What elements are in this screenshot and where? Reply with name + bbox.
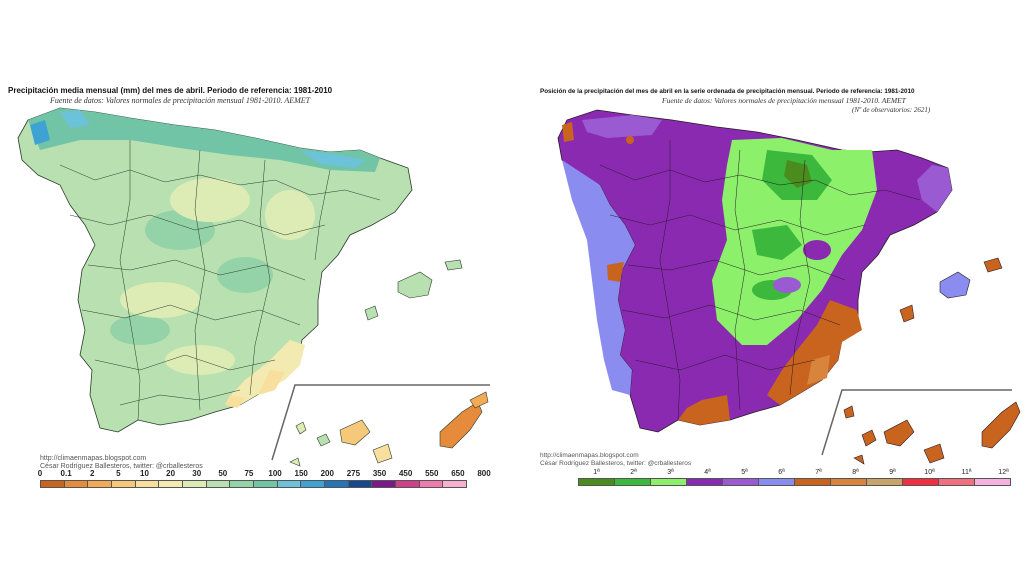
left-legend-swatch bbox=[110, 480, 136, 488]
left-legend-tick: 0 bbox=[37, 469, 43, 478]
left-map-title: Precipitación media mensual (mm) del mes… bbox=[8, 86, 333, 95]
right-observatories: (Nº de observatorios: 2621) bbox=[852, 106, 931, 114]
right-data-source: Fuente de datos: Valores normales de pre… bbox=[662, 96, 906, 105]
left-legend-swatch bbox=[205, 480, 231, 488]
left-legend-tick: 10 bbox=[140, 469, 149, 478]
left-legend-tick: 275 bbox=[346, 469, 361, 478]
canary-islands bbox=[843, 401, 1021, 465]
left-map-panel: Precipitación media mensual (mm) del mes… bbox=[8, 86, 491, 488]
right-legend-swatch bbox=[649, 478, 687, 486]
right-credit-author: César Rodríguez Ballesteros, twitter: @c… bbox=[540, 460, 692, 467]
right-legend-ticks: 1ª 2ª 3ª 4ª 5ª 6ª 7ª 8ª 9ª 10ª 11ª 12ª bbox=[578, 469, 1022, 481]
left-legend-tick: 30 bbox=[192, 469, 202, 478]
right-legend-swatch bbox=[901, 478, 939, 486]
left-legend-tick: 0.1 bbox=[60, 469, 72, 478]
left-legend-tick: 800 bbox=[477, 469, 491, 478]
left-legend-swatch bbox=[323, 480, 349, 488]
left-legend-tick: 450 bbox=[398, 469, 413, 478]
left-legend-tick: 5 bbox=[116, 469, 121, 478]
left-legend-swatch bbox=[300, 480, 325, 488]
right-legend-swatch bbox=[721, 478, 759, 486]
right-map-title: Posición de la precipitación del mes de … bbox=[540, 88, 915, 95]
right-legend-swatch bbox=[578, 478, 615, 486]
left-legend-swatch bbox=[442, 480, 467, 488]
right-legend-tick: 2ª bbox=[630, 469, 637, 476]
balearic-islands bbox=[939, 271, 971, 299]
right-legend-swatch bbox=[973, 478, 1011, 486]
balearic-islands bbox=[397, 271, 433, 299]
right-legend-tick: 10ª bbox=[924, 469, 935, 476]
left-legend-tick: 350 bbox=[372, 469, 387, 478]
right-legend-tick: 9ª bbox=[889, 469, 896, 476]
left-legend-bar bbox=[40, 480, 484, 488]
left-legend-swatch bbox=[40, 480, 65, 488]
right-legend-tick: 12ª bbox=[998, 469, 1009, 476]
left-data-source: Fuente de datos: Valores normales de pre… bbox=[50, 96, 311, 105]
left-legend-swatch bbox=[418, 480, 444, 488]
right-legend-tick: 5ª bbox=[741, 469, 748, 476]
right-credit-url: http://climaenmapas.blogspot.com bbox=[540, 452, 639, 459]
right-legend-swatch bbox=[757, 478, 795, 486]
left-precipitation-map bbox=[17, 107, 490, 467]
left-legend-swatch bbox=[252, 480, 278, 488]
left-legend-tick: 100 bbox=[268, 469, 282, 478]
right-legend-swatch bbox=[937, 478, 975, 486]
left-legend-tick: 20 bbox=[166, 469, 176, 478]
left-legend-swatch bbox=[394, 480, 420, 488]
right-legend-tick: 1ª bbox=[593, 469, 600, 476]
left-legend-tick: 550 bbox=[425, 469, 439, 478]
left-legend-ticks: 0 0.1 2 5 10 20 30 50 75 100 150 200 275 350 450 550 650… bbox=[37, 469, 491, 481]
canary-islands bbox=[289, 391, 489, 467]
right-legend-tick: 3ª bbox=[667, 469, 674, 476]
left-legend-tick: 50 bbox=[218, 469, 228, 478]
right-legend-tick: 6ª bbox=[778, 469, 785, 476]
left-legend-swatch bbox=[63, 480, 89, 488]
left-legend-tick: 75 bbox=[244, 469, 254, 478]
right-legend-tick: 8ª bbox=[852, 469, 859, 476]
left-legend-swatch bbox=[87, 480, 112, 488]
left-legend-swatch bbox=[158, 480, 183, 488]
left-legend-tick: 200 bbox=[320, 469, 334, 478]
right-legend-tick: 4ª bbox=[704, 469, 711, 476]
right-legend-swatch bbox=[829, 478, 867, 486]
right-map-panel: Posición de la precipitación del mes de … bbox=[512, 0, 1024, 576]
left-legend-swatch bbox=[229, 480, 254, 488]
right-legend-swatch bbox=[685, 478, 723, 486]
left-legend-tick: 650 bbox=[451, 469, 465, 478]
right-legend-swatch bbox=[613, 478, 651, 486]
left-legend-swatch bbox=[276, 480, 302, 488]
right-legend-bar bbox=[578, 478, 1022, 486]
left-legend-swatch bbox=[134, 480, 160, 488]
left-credit-url: http://climaenmapas.blogspot.com bbox=[40, 455, 147, 462]
right-position-map bbox=[557, 109, 1021, 465]
right-legend-swatch bbox=[793, 478, 831, 486]
right-legend-tick: 11ª bbox=[961, 469, 972, 476]
left-legend-tick: 2 bbox=[90, 469, 95, 478]
left-legend-tick: 150 bbox=[294, 469, 308, 478]
right-legend-swatch bbox=[865, 478, 903, 486]
left-legend-swatch bbox=[181, 480, 207, 488]
left-legend-swatch bbox=[371, 480, 396, 488]
left-credit-author: César Rodríguez Ballesteros, twitter: @c… bbox=[40, 463, 203, 470]
right-legend-tick: 7ª bbox=[815, 469, 822, 476]
left-legend-swatch bbox=[347, 480, 373, 488]
